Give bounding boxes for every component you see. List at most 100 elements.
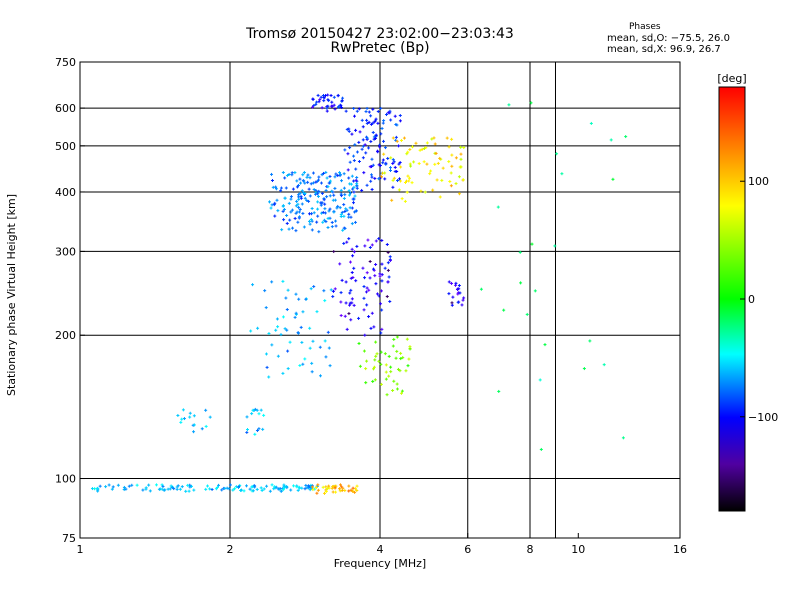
data-point <box>379 331 383 335</box>
data-point <box>340 278 344 282</box>
data-point <box>281 209 285 213</box>
data-point <box>245 428 249 432</box>
data-point <box>400 197 404 201</box>
data-point <box>160 487 164 491</box>
data-point <box>388 255 392 259</box>
data-point <box>326 98 330 102</box>
data-point <box>392 160 396 164</box>
data-point <box>435 178 439 182</box>
data-point <box>350 247 354 251</box>
data-point <box>355 109 359 113</box>
data-point <box>364 367 368 371</box>
colorbar-tick-label: 0 <box>748 293 755 306</box>
data-point <box>289 210 293 214</box>
data-point <box>298 207 302 211</box>
data-point <box>234 485 238 489</box>
data-point <box>107 483 111 487</box>
data-point <box>300 340 304 344</box>
data-point <box>368 245 372 249</box>
data-point <box>305 175 309 179</box>
data-point <box>175 487 179 491</box>
data-point <box>316 200 320 204</box>
data-point <box>367 315 371 319</box>
data-point <box>391 389 395 393</box>
data-point <box>316 214 320 218</box>
axis-ticks: 1 2 4 6 8 10 16 75 100 200 300 400 500 600 750 <box>55 56 687 556</box>
data-point <box>338 262 342 266</box>
data-point <box>450 137 454 141</box>
data-point <box>293 315 297 319</box>
data-point <box>454 281 458 285</box>
data-point <box>231 488 235 492</box>
data-point <box>457 287 461 291</box>
data-point <box>394 356 398 360</box>
data-point <box>371 163 375 167</box>
data-point <box>305 486 309 490</box>
data-point <box>350 174 354 178</box>
data-point <box>354 209 358 213</box>
data-point <box>338 206 342 210</box>
data-point <box>374 354 378 358</box>
data-point <box>364 290 368 294</box>
y-tick-label: 500 <box>55 140 76 153</box>
data-point <box>368 260 372 264</box>
data-point <box>302 225 306 229</box>
x-tick-label: 4 <box>377 543 384 556</box>
data-point <box>362 171 366 175</box>
data-point <box>377 177 381 181</box>
data-point <box>543 343 547 347</box>
data-point <box>310 105 314 109</box>
data-point <box>250 485 254 489</box>
data-point <box>267 200 271 204</box>
data-point <box>414 141 418 145</box>
data-point <box>255 429 259 433</box>
data-point <box>346 168 350 172</box>
data-point <box>361 144 365 148</box>
data-point <box>322 96 326 100</box>
data-point <box>330 189 334 193</box>
data-point <box>380 175 384 179</box>
data-point <box>400 138 404 142</box>
data-point <box>388 259 392 263</box>
data-point <box>297 205 301 209</box>
data-point <box>525 312 529 316</box>
data-point <box>380 308 384 312</box>
data-point <box>449 171 453 175</box>
data-point <box>396 179 400 183</box>
data-point <box>386 280 390 284</box>
data-point <box>312 211 316 215</box>
data-point <box>301 362 305 366</box>
data-point <box>311 488 315 492</box>
data-point <box>277 487 281 491</box>
data-point <box>405 152 409 156</box>
data-point <box>181 408 185 412</box>
data-point <box>602 363 606 367</box>
data-point <box>367 120 371 124</box>
data-point <box>325 487 329 491</box>
data-point <box>341 486 345 490</box>
data-point <box>217 483 221 487</box>
data-point <box>324 355 328 359</box>
data-point <box>257 427 261 431</box>
data-point <box>324 188 328 192</box>
data-point <box>323 339 327 343</box>
data-point <box>352 107 356 111</box>
data-point <box>334 219 338 223</box>
data-point <box>429 169 433 173</box>
data-point <box>297 197 301 201</box>
data-point <box>330 220 334 224</box>
data-point <box>386 268 390 272</box>
data-point <box>339 192 343 196</box>
data-point <box>329 288 333 292</box>
data-point <box>334 224 338 228</box>
data-point <box>553 244 557 248</box>
data-point <box>316 207 320 211</box>
data-point <box>339 314 343 318</box>
data-point <box>168 487 172 491</box>
data-point <box>368 165 372 169</box>
data-point <box>358 130 362 134</box>
data-point <box>611 177 615 181</box>
data-point <box>382 152 386 156</box>
data-point <box>280 228 284 232</box>
data-point <box>441 166 445 170</box>
